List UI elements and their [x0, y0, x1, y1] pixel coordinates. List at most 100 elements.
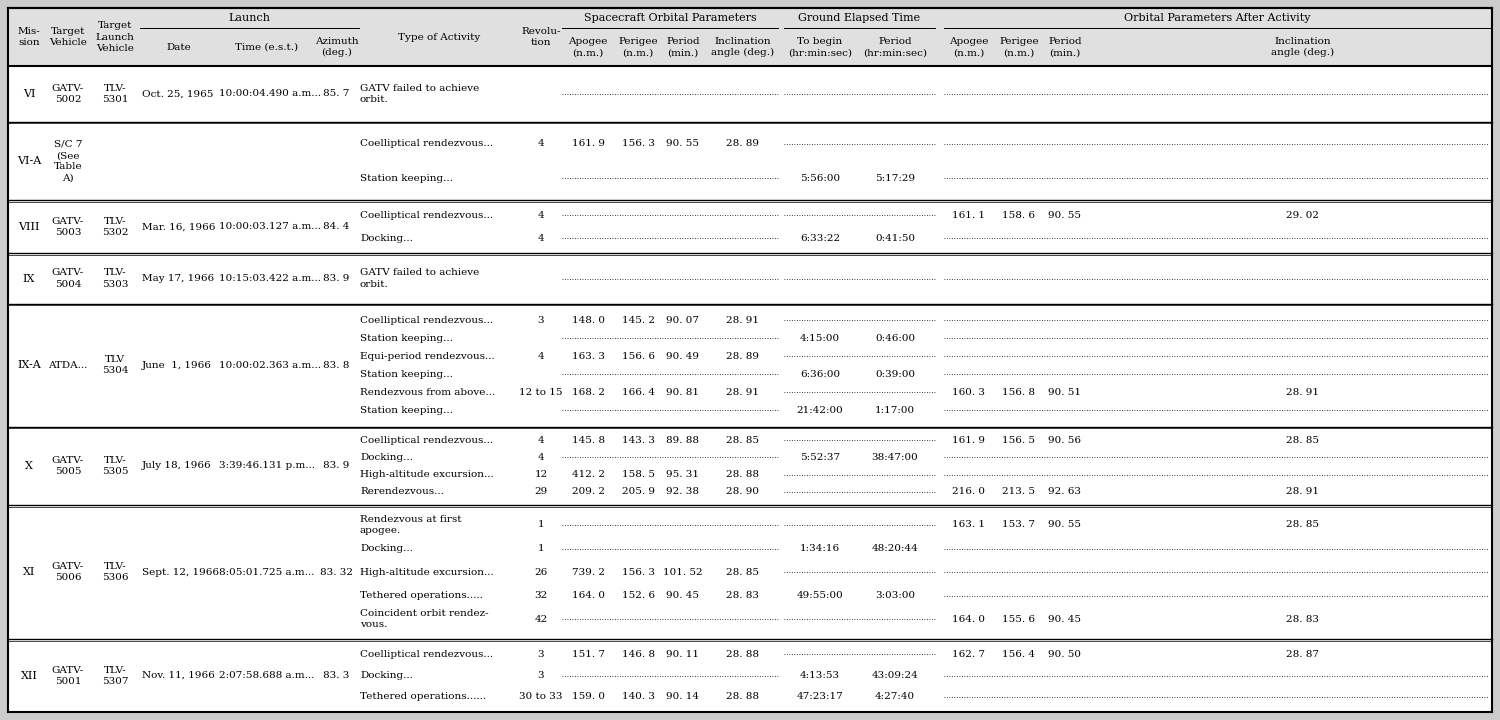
Text: 739. 2: 739. 2: [572, 567, 604, 577]
Text: 216. 0: 216. 0: [952, 487, 986, 496]
Text: Period
(min.): Period (min.): [666, 37, 700, 57]
Text: Rendezvous from above...: Rendezvous from above...: [360, 388, 495, 397]
Text: 28. 89: 28. 89: [726, 351, 759, 361]
Text: 26: 26: [534, 567, 548, 577]
Text: TLV-
5307: TLV- 5307: [102, 665, 128, 685]
Text: 156. 5: 156. 5: [1002, 436, 1035, 444]
Text: 4: 4: [537, 140, 544, 148]
Text: 3: 3: [537, 650, 544, 659]
Text: 205. 9: 205. 9: [621, 487, 654, 496]
Text: 32: 32: [534, 591, 548, 600]
Text: 5:56:00: 5:56:00: [800, 174, 840, 183]
Text: 92. 63: 92. 63: [1048, 487, 1082, 496]
Text: VI-A: VI-A: [16, 156, 40, 166]
Text: 4: 4: [537, 234, 544, 243]
Text: 163. 1: 163. 1: [952, 521, 986, 529]
Text: 83. 8: 83. 8: [324, 361, 350, 370]
Text: 151. 7: 151. 7: [572, 650, 604, 659]
Text: 8:05:01.725 a.m...: 8:05:01.725 a.m...: [219, 567, 315, 577]
Text: 0:46:00: 0:46:00: [874, 333, 915, 343]
Text: TLV-
5303: TLV- 5303: [102, 269, 128, 289]
Text: 4: 4: [537, 351, 544, 361]
Text: 90. 50: 90. 50: [1048, 650, 1082, 659]
Text: 47:23:17: 47:23:17: [796, 693, 843, 701]
Text: 164. 0: 164. 0: [572, 591, 604, 600]
Text: 49:55:00: 49:55:00: [796, 591, 843, 600]
Text: Coelliptical rendezvous...: Coelliptical rendezvous...: [360, 315, 494, 325]
Text: 161. 9: 161. 9: [952, 436, 986, 444]
Text: 21:42:00: 21:42:00: [796, 406, 843, 415]
Text: High-altitude excursion...: High-altitude excursion...: [360, 567, 494, 577]
Text: 4: 4: [537, 453, 544, 462]
Text: Rerendezvous...: Rerendezvous...: [360, 487, 444, 496]
Text: GATV failed to achieve
orbit.: GATV failed to achieve orbit.: [360, 269, 480, 289]
Text: 1:17:00: 1:17:00: [874, 406, 915, 415]
Text: 140. 3: 140. 3: [621, 693, 654, 701]
Text: 0:41:50: 0:41:50: [874, 234, 915, 243]
Text: 42: 42: [534, 615, 548, 624]
Text: 28. 87: 28. 87: [1287, 650, 1320, 659]
Text: IX: IX: [22, 274, 34, 284]
Text: 161. 1: 161. 1: [952, 211, 986, 220]
Text: 1:34:16: 1:34:16: [800, 544, 840, 553]
Text: 84. 4: 84. 4: [324, 222, 350, 231]
Text: X: X: [26, 461, 33, 471]
Text: TLV-
5306: TLV- 5306: [102, 562, 128, 582]
Text: 95. 31: 95. 31: [666, 470, 699, 479]
Text: 156. 6: 156. 6: [621, 351, 654, 361]
Text: 146. 8: 146. 8: [621, 650, 654, 659]
Text: 90. 49: 90. 49: [666, 351, 699, 361]
Text: 156. 8: 156. 8: [1002, 388, 1035, 397]
Text: 10:00:02.363 a.m...: 10:00:02.363 a.m...: [219, 361, 321, 370]
Text: Perigee
(n.m.): Perigee (n.m.): [618, 37, 658, 57]
Text: 0:39:00: 0:39:00: [874, 370, 915, 379]
Text: 28. 91: 28. 91: [1287, 388, 1320, 397]
Text: 12: 12: [534, 470, 548, 479]
Text: 10:15:03.422 a.m...: 10:15:03.422 a.m...: [219, 274, 321, 283]
Text: Time (e.s.t.): Time (e.s.t.): [236, 42, 298, 52]
Text: Inclination
angle (deg.): Inclination angle (deg.): [711, 37, 774, 57]
Text: Mar. 16, 1966: Mar. 16, 1966: [142, 222, 216, 231]
Text: 28. 88: 28. 88: [726, 650, 759, 659]
Text: Type of Activity: Type of Activity: [398, 32, 480, 42]
Text: Coelliptical rendezvous...: Coelliptical rendezvous...: [360, 140, 494, 148]
Text: 28. 88: 28. 88: [726, 470, 759, 479]
Text: 4:15:00: 4:15:00: [800, 333, 840, 343]
Text: Rendezvous at first
apogee.: Rendezvous at first apogee.: [360, 515, 462, 535]
Text: Oct. 25, 1965: Oct. 25, 1965: [142, 89, 213, 99]
Text: June  1, 1966: June 1, 1966: [142, 361, 211, 370]
Text: ATDA...: ATDA...: [48, 361, 87, 370]
Text: To begin
(hr:min:sec): To begin (hr:min:sec): [788, 37, 852, 57]
Text: 48:20:44: 48:20:44: [871, 544, 918, 553]
Text: 12 to 15: 12 to 15: [519, 388, 562, 397]
Text: Period
(hr:min:sec): Period (hr:min:sec): [862, 37, 927, 57]
Text: 168. 2: 168. 2: [572, 388, 604, 397]
Text: 43:09:24: 43:09:24: [871, 671, 918, 680]
Text: Date: Date: [166, 42, 192, 52]
Text: 90. 14: 90. 14: [666, 693, 699, 701]
Text: 90. 45: 90. 45: [1048, 615, 1082, 624]
Text: 89. 88: 89. 88: [666, 436, 699, 444]
Text: 3: 3: [537, 315, 544, 325]
Text: TLV
5304: TLV 5304: [102, 355, 128, 375]
Text: 92. 38: 92. 38: [666, 487, 699, 496]
Text: 5:17:29: 5:17:29: [874, 174, 915, 183]
Text: TLV-
5301: TLV- 5301: [102, 84, 128, 104]
Text: 90. 11: 90. 11: [666, 650, 699, 659]
Text: 28. 91: 28. 91: [726, 388, 759, 397]
Text: 3: 3: [537, 671, 544, 680]
Text: 29. 02: 29. 02: [1287, 211, 1320, 220]
Text: 28. 88: 28. 88: [726, 693, 759, 701]
Text: GATV-
5005: GATV- 5005: [53, 456, 84, 476]
Text: S/C 7
(See
Table
A): S/C 7 (See Table A): [54, 140, 82, 182]
Text: 90. 55: 90. 55: [1048, 521, 1082, 529]
Text: Orbital Parameters After Activity: Orbital Parameters After Activity: [1124, 13, 1311, 23]
Text: 4: 4: [537, 211, 544, 220]
Text: 2:07:58.688 a.m...: 2:07:58.688 a.m...: [219, 671, 315, 680]
Text: Mis-
sion: Mis- sion: [18, 27, 40, 47]
Text: 90. 45: 90. 45: [666, 591, 699, 600]
Text: 159. 0: 159. 0: [572, 693, 604, 701]
Text: 148. 0: 148. 0: [572, 315, 604, 325]
Text: 28. 83: 28. 83: [1287, 615, 1320, 624]
Text: 158. 6: 158. 6: [1002, 211, 1035, 220]
